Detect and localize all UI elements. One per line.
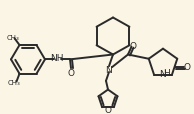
Text: O: O <box>105 105 112 114</box>
Text: NH: NH <box>50 54 64 63</box>
Text: O: O <box>184 63 191 72</box>
Text: O: O <box>130 42 137 51</box>
Text: CH₃: CH₃ <box>8 80 21 86</box>
Text: CH₃: CH₃ <box>6 35 19 41</box>
Text: N: N <box>160 69 166 78</box>
Text: H: H <box>164 68 170 77</box>
Text: N: N <box>106 65 112 74</box>
Text: O: O <box>68 68 75 77</box>
